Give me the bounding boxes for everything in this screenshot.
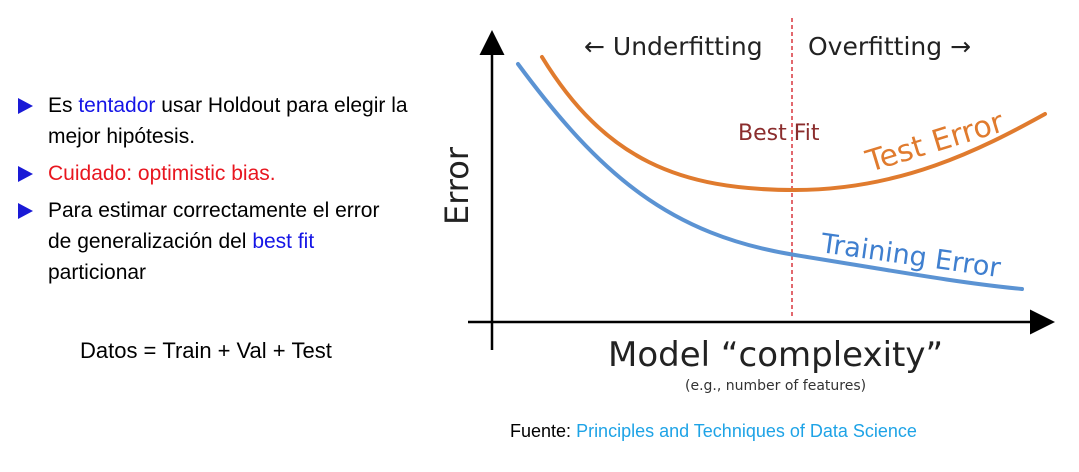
triangle-bullet-icon bbox=[18, 98, 33, 114]
bullet-warning: Cuidado: optimistic bias. bbox=[48, 162, 276, 185]
equation-term-test: Test bbox=[291, 338, 332, 363]
test-error-label: Test Error bbox=[861, 105, 1008, 180]
bullet-text: Es bbox=[48, 94, 79, 117]
equation-term-val: Val bbox=[236, 338, 267, 363]
x-axis-sublabel: (e.g., number of features) bbox=[685, 378, 866, 394]
bullet-item-tentador: Es tentador usar Holdout para elegir la … bbox=[18, 90, 408, 152]
source-link[interactable]: Principles and Techniques of Data Scienc… bbox=[576, 421, 917, 441]
test-error-curve bbox=[540, 55, 1047, 193]
equation-term-train: Train bbox=[162, 338, 212, 363]
x-axis-label: Model “complexity” bbox=[608, 335, 943, 375]
bullet-highlight: best fit bbox=[252, 230, 315, 253]
equation-lhs: Datos bbox=[80, 338, 138, 363]
training-error-curve bbox=[516, 62, 1024, 291]
bullet-text: particionar bbox=[48, 261, 147, 284]
source-caption: Fuente: Principles and Techniques of Dat… bbox=[510, 421, 917, 442]
data-split-equation: Datos = Train + Val + Test bbox=[80, 338, 332, 364]
overfitting-label: Overfitting → bbox=[808, 32, 971, 61]
bullet-text: usar Holdout para elegir la mejor hipóte… bbox=[48, 94, 408, 148]
triangle-bullet-icon bbox=[18, 166, 33, 182]
bullet-item-particionar: Para estimar correctamente el error de g… bbox=[18, 195, 408, 288]
bullet-list: Es tentador usar Holdout para elegir la … bbox=[18, 90, 408, 294]
triangle-bullet-icon bbox=[18, 203, 33, 219]
equation-equals: = bbox=[143, 338, 157, 363]
bullet-text: Para estimar correctamente el error de g… bbox=[48, 199, 380, 253]
best-fit-label: Best Fit bbox=[738, 121, 820, 146]
underfitting-label: ← Underfitting bbox=[584, 32, 763, 61]
equation-plus: + bbox=[217, 338, 231, 363]
y-axis-label: Error bbox=[438, 146, 476, 225]
bullet-highlight: tentador bbox=[78, 94, 156, 117]
source-prefix: Fuente: bbox=[510, 421, 572, 441]
equation-plus: + bbox=[272, 338, 286, 363]
bullet-item-cuidado: Cuidado: optimistic bias. bbox=[18, 158, 408, 189]
